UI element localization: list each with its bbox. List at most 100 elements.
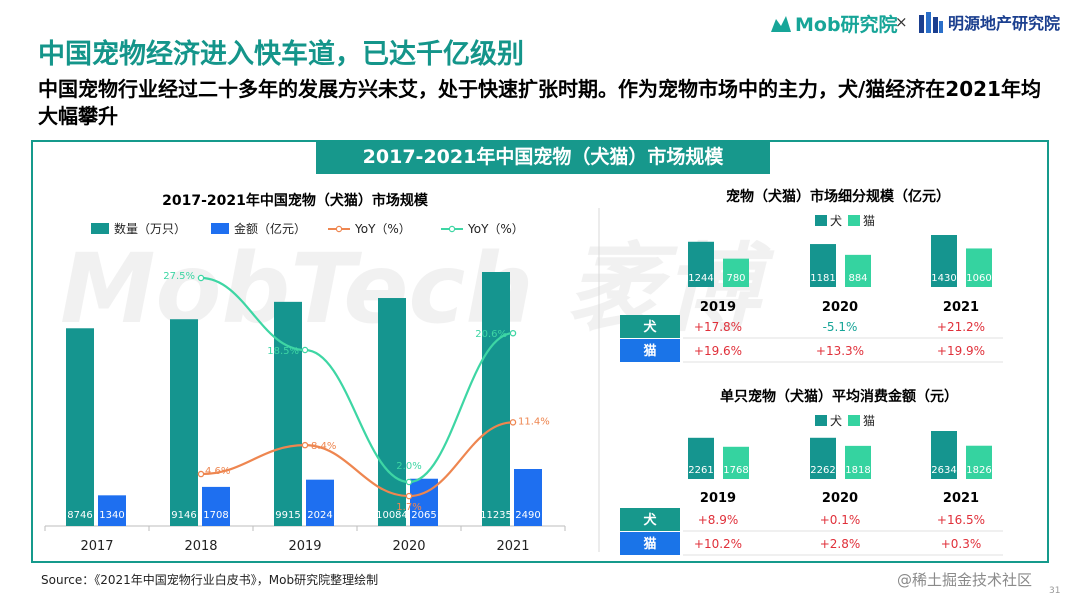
bar-amount-label: 2024 xyxy=(307,510,332,521)
bar-amount-label: 1340 xyxy=(99,510,124,521)
bar-quantity-label: 9915 xyxy=(275,510,300,521)
bar-cat-label: 1826 xyxy=(966,465,991,476)
yoy-row-label: 猫 xyxy=(643,343,656,359)
footer-watermark: @稀土掘金技术社区 xyxy=(897,571,1033,589)
yoy-value: +19.6% xyxy=(694,344,742,358)
yoy-line-quantity-label: 1.7% xyxy=(396,502,421,513)
legend-swatch-cat xyxy=(848,215,860,226)
bar-cat-label: 1060 xyxy=(966,273,991,284)
yoy-value: +10.2% xyxy=(694,537,742,551)
year-label: 2020 xyxy=(822,491,858,506)
year-label: 2020 xyxy=(822,300,858,315)
bar-quantity-label: 8746 xyxy=(67,510,92,521)
bar-dog xyxy=(810,437,836,479)
yoy-line-amount-point xyxy=(301,346,309,354)
yoy-row-label-bg xyxy=(620,339,680,362)
yoy-line-amount-label: 2.0% xyxy=(396,461,421,472)
legend-label: YoY（%） xyxy=(354,222,411,236)
yoy-value: +13.3% xyxy=(816,344,864,358)
bar-dog xyxy=(931,235,957,287)
bar-cat-label: 1818 xyxy=(845,465,870,476)
legend-label: 金额（亿元） xyxy=(234,221,306,236)
bar-cat xyxy=(845,445,871,479)
bar-quantity-label: 11235 xyxy=(480,510,512,521)
year-label: 2021 xyxy=(943,300,979,315)
bar-dog xyxy=(931,431,957,479)
mingyuan-logo-text: 明源地产研究院 xyxy=(948,14,1061,33)
x-tick-label: 2018 xyxy=(184,539,217,554)
yoy-line-amount-point xyxy=(509,329,517,337)
yoy-line-amount-label: 18.5% xyxy=(267,346,299,357)
bar-cat xyxy=(723,258,749,287)
legend-label-cat: 猫 xyxy=(863,414,875,428)
yoy-value: -5.1% xyxy=(823,320,858,334)
bar-dog xyxy=(688,241,714,287)
bar-quantity-label: 10084 xyxy=(376,510,408,521)
x-tick-label: 2021 xyxy=(496,539,529,554)
legend-swatch-cat xyxy=(848,415,860,426)
bar-dog xyxy=(810,244,836,287)
legend-marker xyxy=(335,225,343,233)
yoy-line-amount xyxy=(200,276,514,484)
x-tick-label: 2017 xyxy=(80,539,113,554)
bar-cat xyxy=(966,248,992,287)
bar-amount xyxy=(98,495,126,526)
bar-amount-label: 2490 xyxy=(515,510,540,521)
bar-dog xyxy=(688,437,714,479)
legend-marker xyxy=(448,225,456,233)
bar-amount-label: 1708 xyxy=(203,510,228,521)
bar-dog-label: 2634 xyxy=(931,465,956,476)
yoy-line-amount-label: 27.5% xyxy=(163,271,195,282)
bar-dog-label: 2262 xyxy=(810,465,835,476)
yoy-line-quantity-label: 11.4% xyxy=(518,416,550,427)
mob-logo-text: Mob研究院 xyxy=(795,14,898,36)
mingyuan-logo: 明源地产研究院 xyxy=(918,10,1060,34)
logo-separator: × xyxy=(895,13,908,31)
x-tick-label: 2019 xyxy=(288,539,321,554)
legend-label: 数量（万只） xyxy=(114,221,186,236)
bar-quantity xyxy=(274,301,302,526)
bar-cat-label: 884 xyxy=(848,273,867,284)
legend-swatch xyxy=(211,223,229,234)
yoy-line-amount-label: 20.6% xyxy=(475,329,507,340)
yoy-row-label: 猫 xyxy=(643,536,656,552)
legend-label-cat: 猫 xyxy=(863,214,875,228)
yoy-value: +2.8% xyxy=(820,537,861,551)
year-label: 2019 xyxy=(700,300,736,315)
yoy-value: +0.3% xyxy=(941,537,982,551)
panel-title: 宠物（犬猫）市场细分规模（亿元） xyxy=(726,188,950,205)
yoy-line-quantity xyxy=(200,421,514,498)
yoy-row-label-bg xyxy=(620,532,680,555)
yoy-line-quantity-point xyxy=(509,419,517,426)
source-note: Source：《2021年中国宠物行业白皮书》，Mob研究院整理绘制 xyxy=(41,573,379,587)
bar-cat xyxy=(723,446,749,479)
mingyuan-logo-icon xyxy=(919,12,943,33)
yoy-value: +21.2% xyxy=(937,320,985,334)
bar-amount xyxy=(514,469,542,526)
yoy-value: +19.9% xyxy=(937,344,985,358)
bar-quantity xyxy=(378,298,406,526)
mob-logo: Mob研究院 xyxy=(770,10,898,37)
bar-dog-label: 1430 xyxy=(931,273,956,284)
bar-dog-label: 1244 xyxy=(688,273,713,284)
section-banner: 2017-2021年中国宠物（犬猫）市场规模 xyxy=(316,141,770,174)
legend-label: YoY（%） xyxy=(467,222,524,236)
yoy-value: +8.9% xyxy=(698,513,739,527)
page-subtitle: 中国宠物行业经过二十多年的发展方兴未艾，处于快速扩张时期。作为宠物市场中的主力，… xyxy=(38,77,1041,128)
yoy-line-quantity-point xyxy=(405,492,413,500)
bar-amount-label: 2065 xyxy=(411,510,436,521)
panel-title: 单只宠物（犬猫）平均消费金额（元） xyxy=(720,388,958,405)
legend-swatch xyxy=(91,223,109,234)
year-label: 2021 xyxy=(943,491,979,506)
bar-cat xyxy=(966,445,992,479)
bar-quantity xyxy=(66,328,94,526)
legend-swatch-dog xyxy=(815,215,827,226)
yoy-line-quantity-label: 8.4% xyxy=(311,441,336,452)
bar-dog-label: 1181 xyxy=(810,273,835,284)
bar-quantity xyxy=(482,272,510,526)
legend-label-dog: 犬 xyxy=(830,214,842,228)
